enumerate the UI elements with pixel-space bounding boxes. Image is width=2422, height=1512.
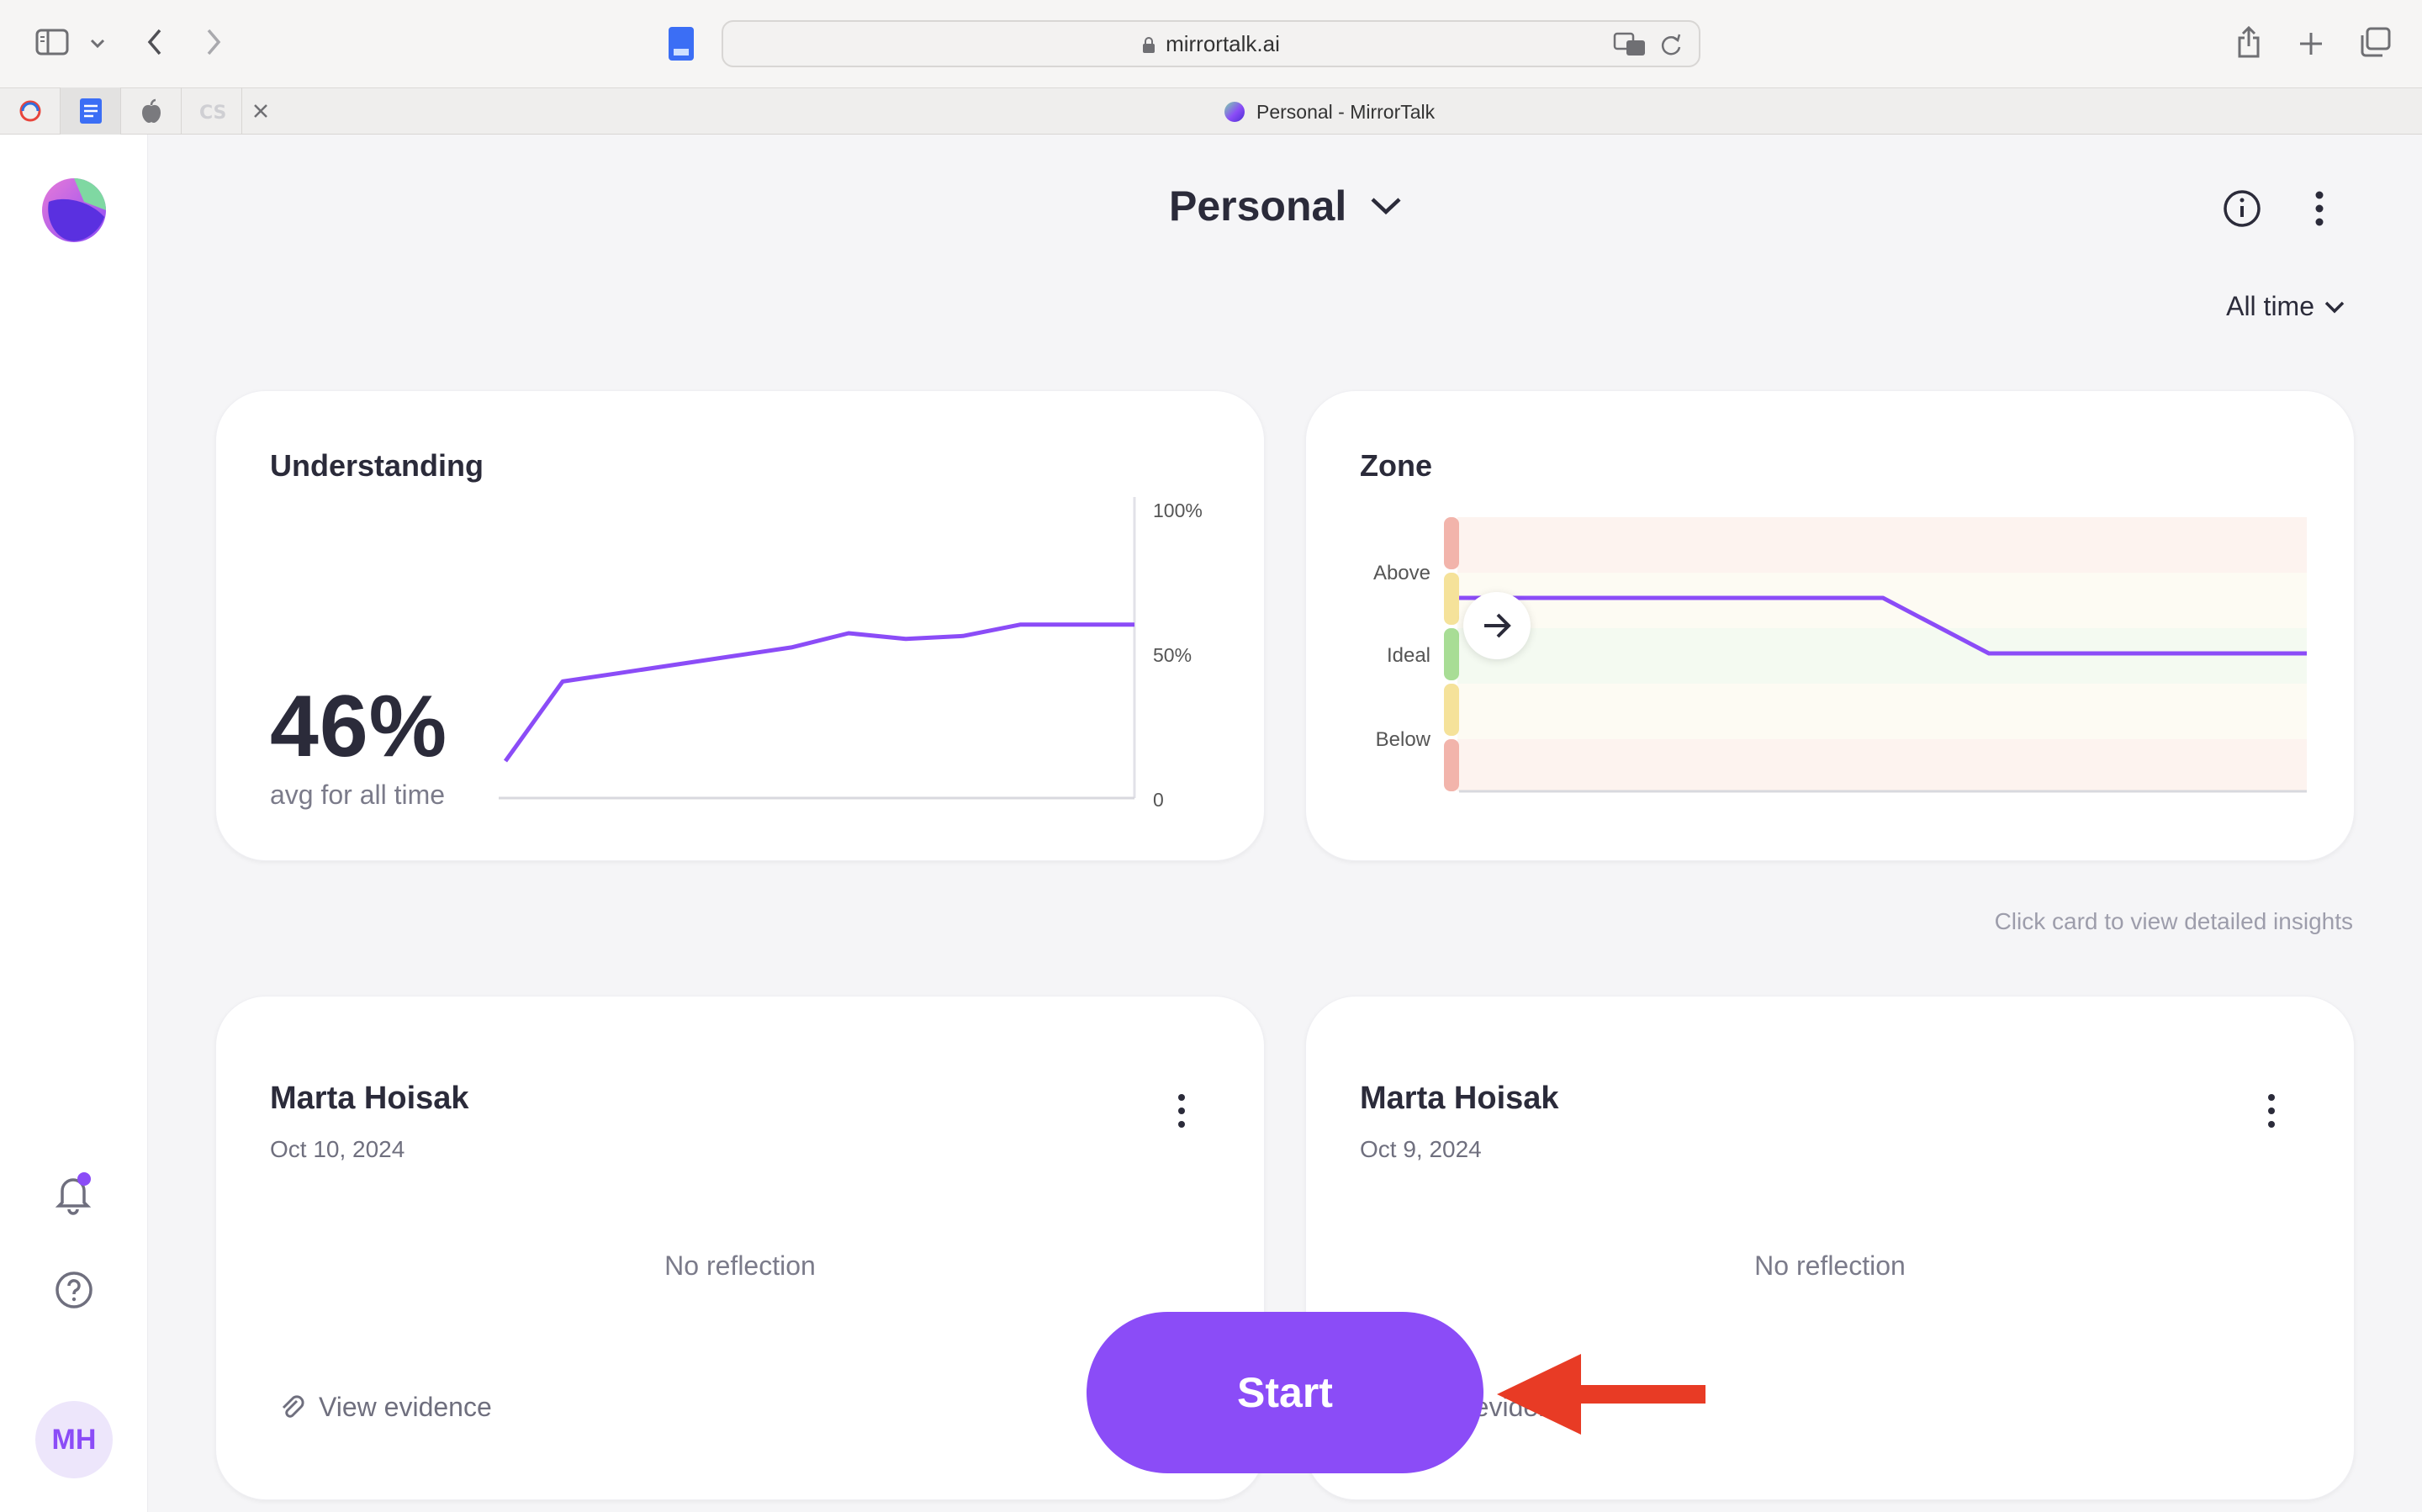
help-icon[interactable]	[54, 1270, 94, 1310]
translate-icon[interactable]	[1613, 32, 1647, 57]
understanding-caption: avg for all time	[270, 780, 446, 810]
active-tab-title: Personal - MirrorTalk	[1256, 100, 1436, 123]
card-more-options-icon[interactable]	[2266, 1094, 2277, 1128]
ytick-100: 100%	[1153, 500, 1203, 521]
time-filter-label: All time	[2226, 291, 2314, 321]
zone-label-ideal: Ideal	[1387, 644, 1430, 667]
pinned-tab-sync[interactable]	[0, 87, 61, 135]
zone-marker-red-bottom	[1444, 739, 1459, 791]
zone-label-above: Above	[1373, 562, 1430, 584]
reflection-date: Oct 10, 2024	[270, 1136, 405, 1162]
ytick-0: 0	[1153, 789, 1164, 811]
reflection-status: No reflection	[1754, 1250, 1906, 1281]
understanding-title: Understanding	[270, 448, 484, 483]
arrow-right-icon	[1484, 613, 1511, 638]
back-icon[interactable]	[141, 25, 168, 59]
zone-band-top	[1457, 517, 2307, 573]
avatar[interactable]: MH	[35, 1401, 113, 1478]
mirrortalk-logo-icon[interactable]	[40, 177, 108, 244]
mirrortalk-favicon-icon	[1224, 102, 1245, 122]
active-tab[interactable]: Personal - MirrorTalk	[1224, 99, 1435, 124]
insights-hint: Click card to view detailed insights	[1994, 908, 2353, 934]
docs-icon	[79, 98, 102, 124]
page-title-text: Personal	[1169, 182, 1347, 230]
sync-icon	[19, 100, 40, 122]
understanding-value: 46%	[270, 678, 448, 775]
browser-toolbar: mirrortalk.ai	[0, 0, 2422, 87]
start-button[interactable]: Start	[1087, 1312, 1483, 1473]
zone-marker-red-top	[1444, 517, 1459, 569]
understanding-chart: 100% 50% 0	[499, 497, 1203, 811]
chevron-down-icon	[1371, 198, 1401, 215]
zone-series-line	[1459, 595, 2307, 656]
cs-logo-icon: CS	[199, 103, 226, 124]
close-tab-icon[interactable]	[249, 99, 272, 123]
url-text: mirrortalk.ai	[1166, 30, 1280, 56]
reflection-status: No reflection	[664, 1250, 816, 1281]
understanding-card[interactable]: Understanding 46% avg for all time 100% …	[215, 390, 1265, 861]
forward-icon[interactable]	[200, 25, 227, 59]
ytick-50: 50%	[1153, 644, 1192, 666]
tab-overview-icon[interactable]	[2356, 25, 2393, 59]
zone-marker-green-ideal	[1444, 628, 1459, 680]
left-rail	[0, 135, 148, 1512]
understanding-series-line	[503, 622, 1134, 763]
zone-band-bottom	[1457, 739, 2307, 791]
zone-label-below: Below	[1376, 728, 1431, 751]
zone-band-upper	[1457, 573, 2307, 628]
address-bar[interactable]: mirrortalk.ai	[722, 20, 1700, 67]
zone-band-ideal	[1457, 628, 2307, 684]
notification-bell-icon[interactable]	[52, 1171, 94, 1216]
pinned-tab-docs[interactable]	[61, 87, 121, 135]
card-more-options-icon[interactable]	[1177, 1094, 1187, 1128]
paperclip-icon	[282, 1394, 304, 1418]
view-evidence-label: View evidence	[319, 1392, 492, 1422]
lock-icon	[1143, 37, 1155, 53]
reflection-date: Oct 9, 2024	[1360, 1136, 1482, 1162]
zone-chart: Above Ideal Below	[1373, 517, 2307, 793]
info-icon[interactable]	[2222, 188, 2262, 229]
zone-marker-yellow-lower	[1444, 684, 1459, 736]
apple-icon	[141, 98, 161, 123]
reload-icon[interactable]	[1660, 32, 1682, 57]
sidebar-toggle-icon[interactable]	[34, 27, 71, 57]
page-title[interactable]: Personal	[1169, 182, 1402, 230]
pinned-tab-apple[interactable]	[121, 87, 182, 135]
annotation-arrow-icon	[1497, 1354, 1705, 1435]
new-tab-icon[interactable]	[2294, 27, 2328, 61]
next-chart-button[interactable]	[1463, 592, 1531, 659]
zone-marker-yellow-upper	[1444, 573, 1459, 625]
tab-bar	[0, 87, 2422, 135]
zone-title: Zone	[1360, 448, 1432, 483]
view-evidence-link[interactable]: View evidence	[280, 1392, 492, 1423]
reflection-card[interactable]: Marta Hoisak Oct 9, 2024 No reflection V…	[1305, 996, 2355, 1500]
chevron-down-icon	[2324, 301, 2345, 313]
zone-band-lower	[1457, 684, 2307, 739]
time-filter-dropdown[interactable]: All time	[2226, 291, 2345, 322]
reflection-person-name: Marta Hoisak	[270, 1081, 469, 1116]
share-icon[interactable]	[2232, 24, 2266, 61]
more-options-icon[interactable]	[2306, 188, 2333, 229]
chevron-down-icon[interactable]	[87, 34, 108, 54]
svg-text:CS: CS	[199, 103, 226, 124]
pinned-tab-cs[interactable]: CS	[182, 87, 242, 135]
reflection-person-name: Marta Hoisak	[1360, 1081, 1559, 1116]
page-document-icon[interactable]	[664, 24, 698, 64]
